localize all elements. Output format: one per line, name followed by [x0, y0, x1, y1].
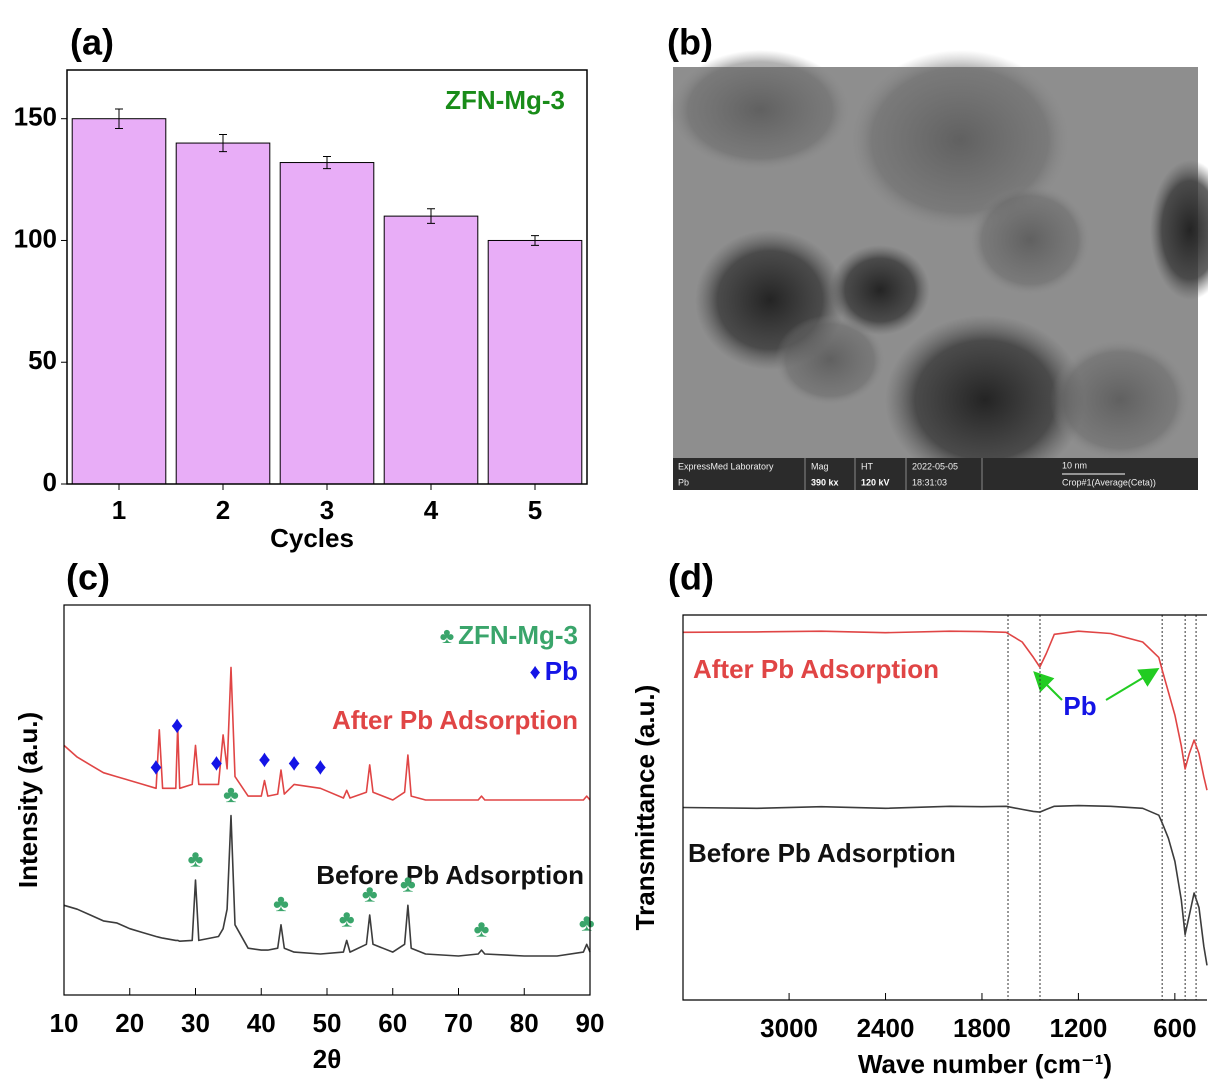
x-tick-label: 40: [247, 1008, 276, 1038]
x-tick-label: 1800: [953, 1013, 1011, 1043]
peak-marker: ♣: [339, 906, 355, 933]
y-axis-label: Transmittance (a.u.): [630, 685, 660, 931]
micrograph: ExpressMed Laboratory Pb Mag 390 kx HT 1…: [667, 22, 1208, 490]
peak-marker: ♣: [362, 880, 378, 907]
particle: [775, 315, 885, 405]
peak-marker: ♦: [210, 750, 222, 777]
x-tick-label: 60: [378, 1008, 407, 1038]
legend-label: ZFN-Mg-3: [458, 620, 578, 650]
bar: [72, 119, 166, 484]
ht: 120 kV: [861, 477, 890, 487]
x-tick-label: 3: [320, 495, 334, 525]
ht-label: HT: [861, 461, 873, 471]
mag-label: Mag: [811, 461, 829, 471]
x-tick-label: 80: [510, 1008, 539, 1038]
peak-marker: ♦: [258, 746, 270, 773]
x-axis-label: Cycles: [270, 523, 354, 553]
peak-marker: ♦: [171, 712, 183, 739]
x-axis-label: Wave number (cm⁻¹): [858, 1049, 1112, 1079]
x-tick-label: 30: [181, 1008, 210, 1038]
legend-label: Pb: [545, 656, 578, 686]
particle: [670, 50, 850, 170]
scale-label: 10 nm: [1062, 460, 1087, 470]
x-tick-label: 90: [576, 1008, 605, 1038]
x-tick-label: 50: [313, 1008, 342, 1038]
x-tick-label: 1: [112, 495, 126, 525]
x-tick-label: 3000: [760, 1013, 818, 1043]
x-tick-label: 20: [115, 1008, 144, 1038]
peak-marker: ♣: [223, 781, 239, 808]
panel-label: (d): [668, 557, 714, 598]
bar: [488, 240, 582, 484]
x-tick-label: 10: [50, 1008, 79, 1038]
series-label: Before Pb Adsorption: [688, 838, 956, 868]
x-tick-label: 70: [444, 1008, 473, 1038]
panel-label: (b): [667, 22, 713, 63]
peak-marker: ♣: [273, 890, 289, 917]
x-tick-label: 2400: [857, 1013, 915, 1043]
x-tick-label: 600: [1153, 1013, 1196, 1043]
panel-label: (c): [66, 557, 110, 598]
y-tick-label: 0: [43, 467, 57, 497]
x-tick-label: 4: [424, 495, 439, 525]
peak-marker: ♣: [579, 910, 595, 937]
peak-marker: ♣: [400, 871, 416, 898]
bar: [176, 143, 270, 484]
x-tick-label: 2: [216, 495, 230, 525]
particle: [970, 185, 1090, 295]
arrow: [1106, 670, 1156, 700]
mag: 390 kx: [811, 477, 839, 487]
series-label: After Pb Adsorption: [332, 705, 578, 735]
time: 18:31:03: [912, 477, 947, 487]
crop: Crop#1(Average(Ceta)): [1062, 477, 1156, 487]
peak-marker: ♣: [474, 915, 490, 942]
peak-marker: ♦: [314, 754, 326, 781]
peak-marker: ♣: [188, 845, 204, 872]
peak-marker: ♦: [288, 750, 300, 777]
peak-marker: ♦: [150, 754, 162, 781]
bar: [280, 163, 374, 484]
y-axis-label: Intensity (a.u.): [13, 712, 43, 888]
date: 2022-05-05: [912, 461, 958, 471]
legend-symbol: ♣: [440, 623, 454, 648]
bar: [384, 216, 478, 484]
legend-symbol: ♦: [530, 659, 541, 684]
particle: [1050, 340, 1190, 460]
series-label: Before Pb Adsorption: [316, 860, 584, 890]
x-tick-label: 5: [528, 495, 542, 525]
figure: ExpressMed Laboratory Pb Mag 390 kx HT 1…: [0, 0, 1208, 1084]
y-tick-label: 150: [14, 102, 57, 132]
panel-label: (a): [70, 22, 114, 63]
x-tick-label: 1200: [1049, 1013, 1107, 1043]
y-tick-label: 100: [14, 223, 57, 253]
annotation: Pb: [1063, 691, 1096, 721]
annotation: ZFN-Mg-3: [445, 85, 565, 115]
lab-name: ExpressMed Laboratory: [678, 461, 774, 471]
sample: Pb: [678, 477, 689, 487]
series-line: [683, 806, 1207, 966]
series-label: After Pb Adsorption: [693, 654, 939, 684]
y-tick-label: 50: [28, 345, 57, 375]
x-axis-label: 2θ: [313, 1044, 342, 1074]
